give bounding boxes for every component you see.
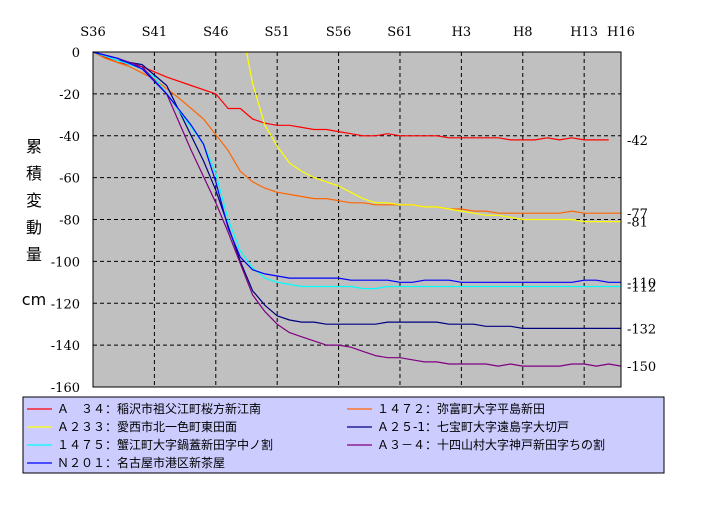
x-tick-label: S46: [203, 25, 228, 40]
y-unit-label: cm: [22, 290, 46, 309]
end-value-label: -81: [627, 216, 648, 231]
end-value-label: -77: [627, 207, 648, 222]
series-line-1: [92, 51, 621, 214]
x-tick-label: H8: [513, 25, 533, 40]
x-tick-label: S51: [264, 25, 289, 40]
end-value-labels: -42 -77-81 -110-112 -132 -150: [627, 134, 656, 375]
y-axis-label-char: 累: [26, 137, 42, 156]
legend-entry: １４７５：蟹江町大字鍋蓋新田字中ノ割: [57, 437, 273, 452]
legend-entry: １４７２：弥富町大字平島新田: [377, 401, 545, 416]
x-tick-label: S61: [387, 25, 412, 40]
y-tick-label: -120: [51, 297, 80, 312]
x-tick-label: S41: [142, 25, 167, 40]
legend: Ａ ３４：稲沢市祖父江町桜方新江南 １４７２：弥富町大字平島新田 Ａ２３３：愛西市北…: [27, 401, 605, 470]
end-value-label: -110: [627, 276, 656, 291]
y-tick-label: -60: [59, 172, 80, 187]
y-tick-label: -100: [51, 255, 80, 270]
legend-entry: Ａ２３３：愛西市北一色町東田面: [57, 419, 237, 434]
legend-entry: Ａ２５-1：七宝町大字遠島字大切戸: [377, 419, 569, 434]
end-value-label: -112: [627, 281, 656, 296]
y-tick-label: -80: [59, 214, 80, 229]
x-tick-label: S36: [80, 25, 105, 40]
y-tick-label: 0: [72, 46, 80, 61]
y-tick-label: -140: [51, 339, 80, 354]
series-line-0: [92, 51, 609, 141]
x-tick-label: H3: [452, 25, 472, 40]
y-axis-label-char: 量: [26, 245, 42, 264]
x-tick-label: H16: [607, 25, 635, 40]
legend-entry: Ａ ３４：稲沢市祖父江町桜方新江南: [57, 401, 261, 416]
y-axis-label-char: 変: [26, 191, 42, 210]
y-axis-label-char: 動: [26, 218, 42, 237]
series-line-3: [92, 51, 621, 329]
series-line-4: [92, 51, 621, 290]
series-line-2: [245, 51, 621, 223]
end-value-label: -150: [627, 360, 656, 375]
x-tick-label: H13: [570, 25, 598, 40]
end-value-label: -132: [627, 322, 656, 337]
plot-frame: [92, 51, 622, 388]
y-axis-label-char: 積: [26, 164, 42, 183]
series-lines: [92, 51, 622, 367]
y-tick-label: -160: [51, 381, 80, 396]
gridlines: [93, 52, 621, 387]
series-line-5: [92, 51, 622, 367]
legend-box: [22, 396, 665, 474]
x-tick-label: S56: [326, 25, 351, 40]
legend-entry: Ａ３－４：十四山村大字神戸新田字ちの割: [377, 437, 605, 452]
end-value-label: -42: [627, 134, 648, 149]
y-tick-labels: 0 -20 -40 -60 -80 -100 -120 -140 -160: [51, 46, 80, 396]
y-tick-label: -20: [59, 88, 80, 103]
x-tick-labels: S36 S41 S46 S51 S56 S61 H3 H8 H13 H16: [80, 25, 635, 40]
legend-entry: Ｎ２０１：名古屋市港区新茶屋: [57, 455, 225, 470]
y-tick-label: -40: [59, 130, 80, 145]
series-line-6: [92, 51, 621, 283]
